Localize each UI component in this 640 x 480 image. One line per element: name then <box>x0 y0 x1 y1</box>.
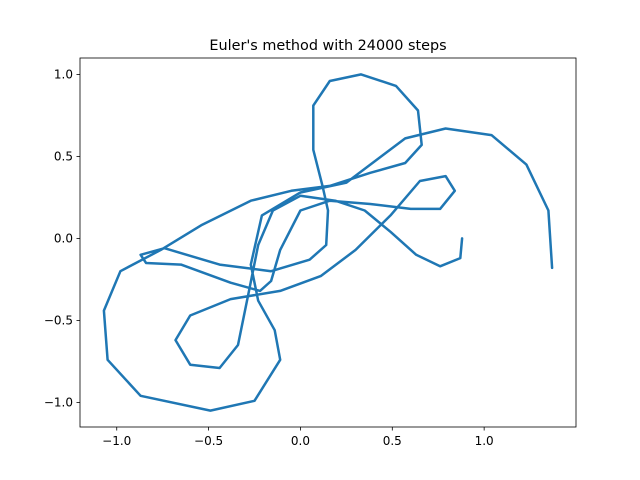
y-tick-label: −1.0 <box>44 395 73 409</box>
x-tick-label: −1.0 <box>102 434 131 448</box>
x-tick-label: −0.5 <box>194 434 223 448</box>
curve <box>102 73 554 412</box>
x-tick-label: 1.0 <box>475 434 494 448</box>
axes-frame <box>79 57 577 428</box>
y-tick-label: 0.5 <box>54 149 73 163</box>
y-tick-label: 0.0 <box>54 231 73 245</box>
x-tick-label: 0.0 <box>291 434 310 448</box>
chart-title: Euler's method with 24000 steps <box>209 38 446 54</box>
y-tick-label: 1.0 <box>54 67 73 81</box>
x-tick-label: 0.5 <box>383 434 402 448</box>
y-tick-label: −0.5 <box>44 313 73 327</box>
